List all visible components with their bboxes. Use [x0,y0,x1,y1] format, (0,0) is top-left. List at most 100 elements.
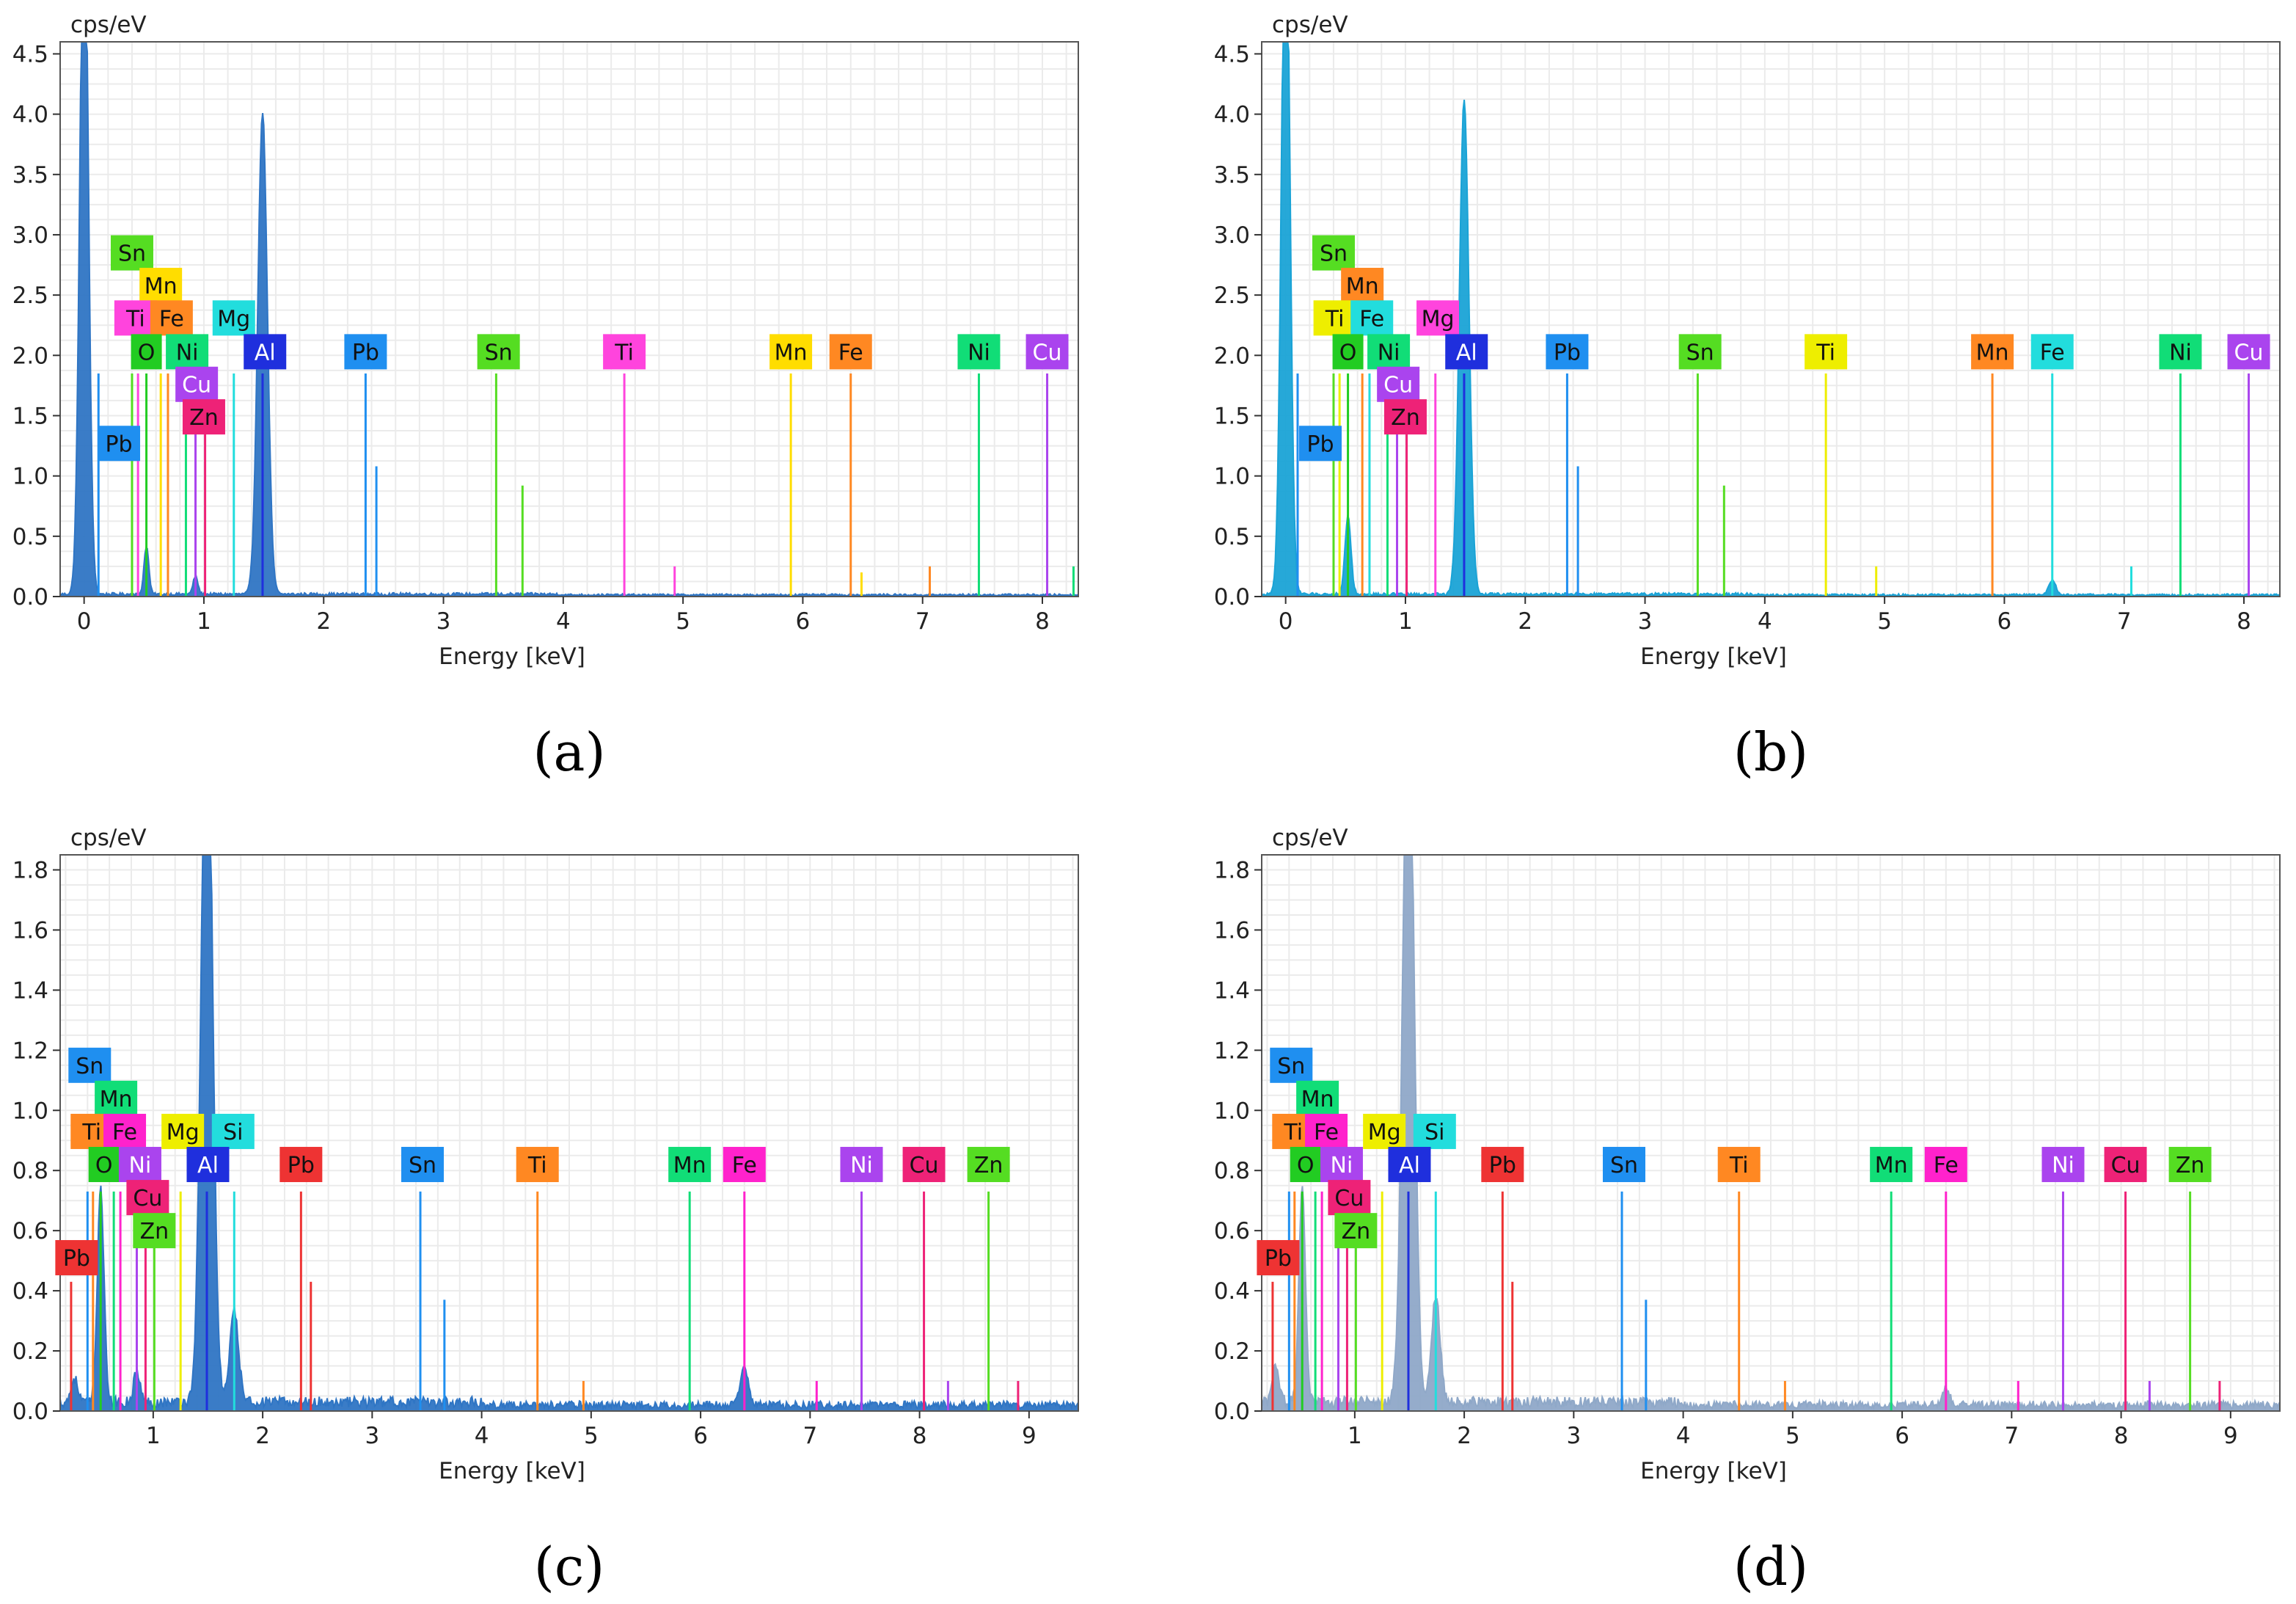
x-tick-label: 3 [1566,1423,1581,1449]
element-label-text: Mn [775,340,808,365]
element-label-sn: Sn [401,1147,445,1183]
element-label-mn: Mn [668,1147,712,1183]
element-label-text: Cu [2234,340,2264,365]
x-tick-label: 3 [365,1423,379,1449]
y-tick-label: 1.2 [1214,1038,1250,1064]
element-label-text: Ni [176,340,199,365]
x-tick-label: 7 [2117,608,2132,635]
element-label-text: Ni [129,1153,152,1178]
y-tick-label: 2.0 [1214,343,1250,369]
element-label-text: Fe [2040,340,2065,365]
element-label-sn: Sn [1312,235,1355,271]
y-tick-label: 0.5 [12,524,48,550]
element-label-text: Pb [63,1246,90,1272]
element-label-al: Al [1388,1147,1431,1183]
y-tick-label: 1.8 [12,857,48,883]
element-label-text: Fe [838,340,863,365]
element-label-box [1332,334,1364,370]
x-tick-label: 8 [1035,608,1050,635]
x-tick-label: 6 [693,1423,708,1449]
element-label-o: O [131,334,162,370]
element-label-mn: Mn [1870,1147,1913,1183]
element-label-text: Zn [2176,1153,2205,1178]
y-tick-label: 0.6 [1214,1218,1250,1244]
y-unit-label: cps/eV [1272,825,1348,851]
x-tick-label: 7 [2004,1423,2019,1449]
element-label-text: Ni [2169,340,2192,365]
element-label-box [118,1147,161,1183]
element-label-box [133,1213,176,1249]
element-label-text: Zn [1342,1219,1371,1244]
element-label-box [1305,1113,1348,1149]
element-label-box [516,1147,559,1183]
element-label-text: Zn [1391,405,1420,431]
element-label-text: Zn [974,1153,1003,1178]
element-label-box [1363,1113,1406,1149]
element-label-box [1367,334,1411,370]
y-tick-label: 1.2 [12,1038,48,1064]
grid [1262,42,2280,597]
element-label-text: Sn [409,1153,436,1178]
x-tick-label: 0 [1279,608,1293,635]
element-label-box [103,1113,147,1149]
y-tick-label: 4.5 [1214,41,1250,68]
element-label-ti: Ti [1805,334,1848,370]
element-label-ni: Ni [1320,1147,1363,1183]
y-tick-label: 2.5 [1214,282,1250,309]
element-label-text: Mn [1875,1153,1908,1178]
element-label-cu: Cu [1025,334,1069,370]
x-tick-label: 1 [146,1423,161,1449]
element-label-box [98,426,141,462]
element-label-text: Ti [81,1120,101,1145]
element-labels: Sn Mn Ti Fe Mg Si O Ni Al Pb Sn Ti Mn Fe Ni Cu Zn Cu Zn Pb [55,1047,1010,1276]
element-label-text: O [95,1153,113,1178]
x-tick-label: 6 [796,608,811,635]
y-tick-label: 4.5 [12,41,48,68]
element-label-cu: Cu [902,1147,946,1183]
x-tick-label: 4 [1758,608,1772,635]
element-label-ni: Ni [1367,334,1411,370]
element-label-sn: Sn [110,235,153,271]
element-label-box [1383,399,1427,435]
element-label-ti: Ti [114,300,157,336]
element-label-box [1481,1147,1524,1183]
element-label-fe: Fe [2030,334,2074,370]
y-unit-label: cps/eV [1272,12,1348,38]
element-label-pb: Pb [55,1240,98,1276]
element-label-box [1603,1147,1646,1183]
element-label-cu: Cu [126,1180,169,1216]
element-label-text: Fe [1314,1120,1339,1145]
element-label-ni: Ni [2159,334,2202,370]
element-label-text: Mn [1301,1087,1334,1112]
element-label-text: Pb [105,431,132,457]
element-label-box [829,334,872,370]
element-label-text: Pb [1554,340,1581,365]
x-tick-label: 1 [1348,1423,1362,1449]
element-label-text: Mn [673,1153,706,1178]
element-label-pb: Pb [1257,1240,1300,1276]
element-label-sn: Sn [1270,1047,1313,1083]
element-label-ti: Ti [1313,300,1356,336]
element-label-mn: Mn [1296,1080,1339,1116]
element-label-box [840,1147,883,1183]
y-tick-label: 3.5 [12,162,48,189]
element-label-text: Ni [2052,1153,2074,1178]
y-tick-label: 0.2 [1214,1338,1250,1365]
element-label-al: Al [186,1147,230,1183]
element-label-text: O [1339,340,1357,365]
element-label-box [1445,334,1488,370]
spectrum-panel-d: 1 2 3 4 5 6 7 8 9 0.0 0.2 0.4 0.6 0.8 1.0 1.2 1.4 1.6 1.8 c… [1214,825,2281,1597]
y-tick-label: 3.0 [12,222,48,249]
x-tick-label: 3 [436,608,451,635]
element-label-fe: Fe [103,1113,147,1149]
y-tick-label: 1.5 [1214,403,1250,429]
x-tick-label: 2 [255,1423,270,1449]
element-label-box [2159,334,2202,370]
element-label-box [212,300,255,336]
element-label-text: O [1297,1153,1315,1178]
element-label-mn: Mn [1971,334,2014,370]
emission-lines [97,373,1075,597]
element-label-mg: Mg [212,300,255,336]
element-label-fe: Fe [723,1147,766,1183]
